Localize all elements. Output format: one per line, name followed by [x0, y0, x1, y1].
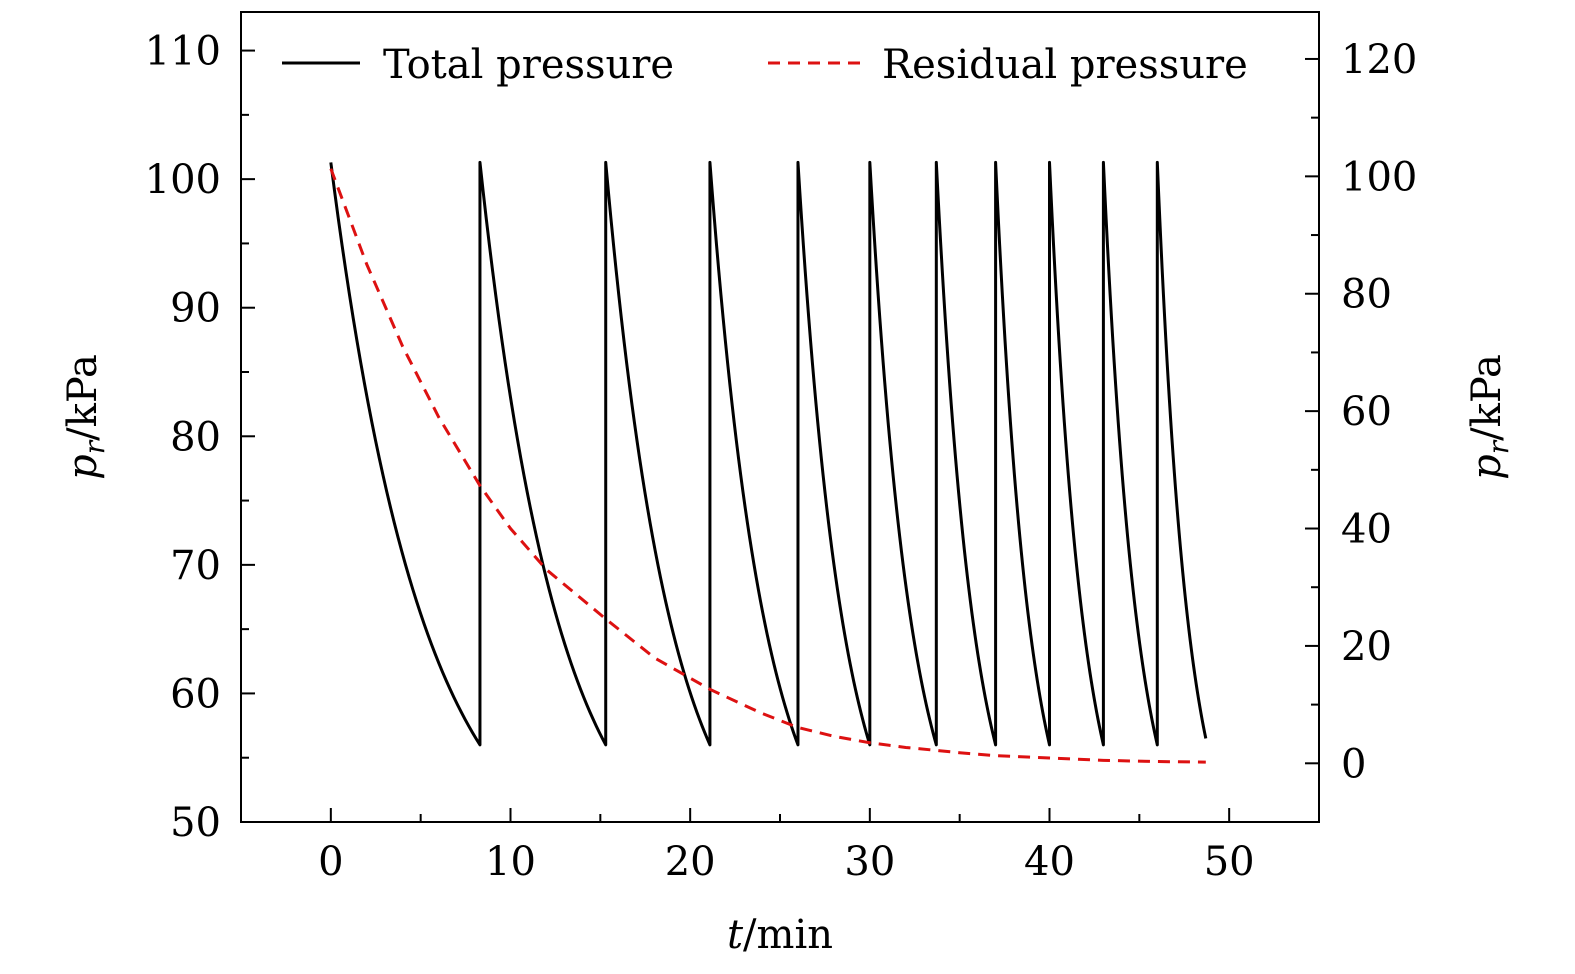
x-tick-label: 30	[844, 839, 895, 885]
legend-label-residual-pressure: Residual pressure	[882, 42, 1248, 88]
x-tick-label: 40	[1024, 839, 1075, 885]
y-left-tick-label: 80	[170, 414, 221, 460]
x-tick-label: 10	[485, 839, 536, 885]
series-line-total-pressure	[329, 160, 1208, 747]
y-left-tick-label: 110	[145, 29, 221, 75]
y-left-axis-title: pr/kPa	[60, 354, 111, 480]
y-right-tick-label: 20	[1341, 624, 1392, 670]
x-axis-title: t/min	[727, 912, 833, 958]
y-left-tick-label: 50	[170, 800, 221, 846]
x-tick-label: 20	[665, 839, 716, 885]
y-right-tick-label: 120	[1341, 37, 1417, 83]
y-left-tick-label: 70	[170, 543, 221, 589]
y-left-tick-label: 60	[170, 671, 221, 717]
legend: Total pressure Residual pressure	[282, 42, 1248, 88]
y-left-tick-label: 100	[145, 157, 221, 203]
y-right-tick-label: 80	[1341, 272, 1392, 318]
y-right-tick-label: 60	[1341, 389, 1392, 435]
y-left-tick-label: 90	[170, 286, 221, 332]
x-tick-label: 0	[318, 839, 343, 885]
y-right-tick-label: 40	[1341, 507, 1392, 553]
y-right-tick-label: 0	[1341, 741, 1366, 787]
x-tick-label: 50	[1204, 839, 1255, 885]
y-right-axis-title: pr/kPa	[1464, 354, 1515, 480]
legend-label-total-pressure: Total pressure	[383, 42, 674, 88]
y-right-tick-label: 100	[1341, 154, 1417, 200]
series-line-residual-pressure	[329, 168, 1206, 764]
